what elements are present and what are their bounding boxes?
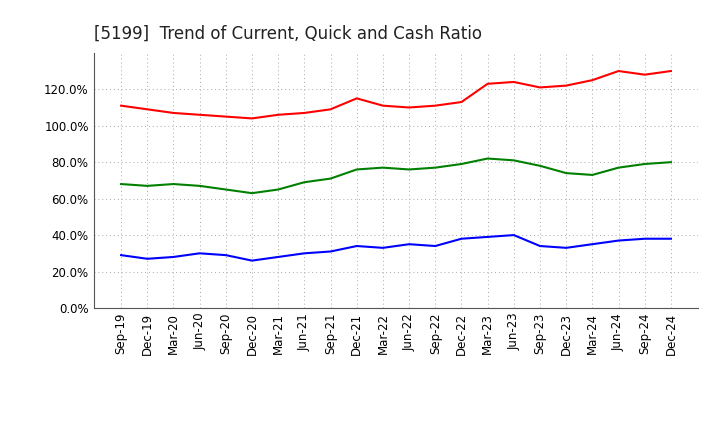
Current Ratio	[457, 99, 466, 105]
Current Ratio	[326, 106, 335, 112]
Quick Ratio	[143, 183, 152, 188]
Cash Ratio	[274, 254, 282, 260]
Cash Ratio	[379, 245, 387, 250]
Quick Ratio	[640, 161, 649, 167]
Quick Ratio	[326, 176, 335, 181]
Quick Ratio	[562, 170, 570, 176]
Quick Ratio	[588, 172, 597, 178]
Cash Ratio	[352, 243, 361, 249]
Current Ratio	[352, 96, 361, 101]
Cash Ratio	[614, 238, 623, 243]
Current Ratio	[274, 112, 282, 117]
Cash Ratio	[562, 245, 570, 250]
Cash Ratio	[640, 236, 649, 242]
Quick Ratio	[169, 181, 178, 187]
Current Ratio	[536, 85, 544, 90]
Quick Ratio	[117, 181, 125, 187]
Cash Ratio	[667, 236, 675, 242]
Current Ratio	[562, 83, 570, 88]
Current Ratio	[431, 103, 440, 108]
Current Ratio	[117, 103, 125, 108]
Line: Current Ratio: Current Ratio	[121, 71, 671, 118]
Current Ratio	[614, 68, 623, 73]
Cash Ratio	[536, 243, 544, 249]
Quick Ratio	[431, 165, 440, 170]
Quick Ratio	[352, 167, 361, 172]
Current Ratio	[405, 105, 413, 110]
Cash Ratio	[431, 243, 440, 249]
Quick Ratio	[248, 191, 256, 196]
Cash Ratio	[588, 242, 597, 247]
Cash Ratio	[483, 234, 492, 239]
Cash Ratio	[405, 242, 413, 247]
Line: Cash Ratio: Cash Ratio	[121, 235, 671, 260]
Line: Quick Ratio: Quick Ratio	[121, 158, 671, 193]
Current Ratio	[195, 112, 204, 117]
Quick Ratio	[300, 180, 309, 185]
Cash Ratio	[510, 232, 518, 238]
Current Ratio	[143, 106, 152, 112]
Current Ratio	[483, 81, 492, 86]
Quick Ratio	[536, 163, 544, 169]
Text: [5199]  Trend of Current, Quick and Cash Ratio: [5199] Trend of Current, Quick and Cash …	[94, 25, 482, 43]
Cash Ratio	[457, 236, 466, 242]
Quick Ratio	[195, 183, 204, 188]
Current Ratio	[588, 77, 597, 83]
Current Ratio	[222, 114, 230, 119]
Quick Ratio	[379, 165, 387, 170]
Quick Ratio	[405, 167, 413, 172]
Cash Ratio	[248, 258, 256, 263]
Cash Ratio	[169, 254, 178, 260]
Quick Ratio	[614, 165, 623, 170]
Current Ratio	[667, 68, 675, 73]
Quick Ratio	[667, 160, 675, 165]
Current Ratio	[169, 110, 178, 116]
Current Ratio	[248, 116, 256, 121]
Cash Ratio	[117, 253, 125, 258]
Quick Ratio	[222, 187, 230, 192]
Current Ratio	[379, 103, 387, 108]
Cash Ratio	[326, 249, 335, 254]
Current Ratio	[510, 79, 518, 84]
Cash Ratio	[300, 251, 309, 256]
Quick Ratio	[510, 158, 518, 163]
Current Ratio	[300, 110, 309, 116]
Quick Ratio	[274, 187, 282, 192]
Quick Ratio	[457, 161, 466, 167]
Current Ratio	[640, 72, 649, 77]
Quick Ratio	[483, 156, 492, 161]
Cash Ratio	[195, 251, 204, 256]
Cash Ratio	[222, 253, 230, 258]
Cash Ratio	[143, 256, 152, 261]
